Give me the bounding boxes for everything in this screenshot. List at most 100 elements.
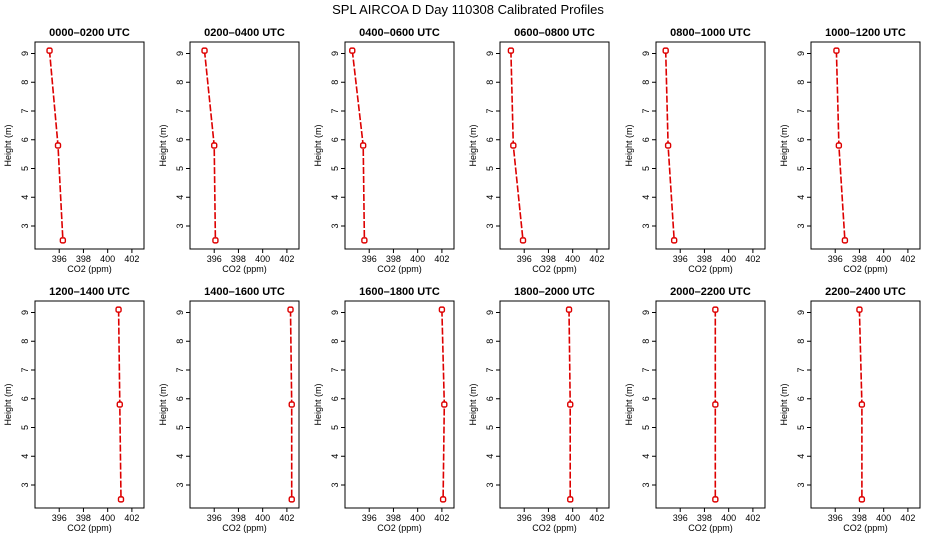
plot-frame — [655, 41, 766, 250]
y-tick-label: 3 — [796, 223, 806, 228]
panel-11: 2000–2200 UTC 396 398 400 402 3 4 5 6 7 8 9 CO2 (ppm… — [624, 286, 766, 533]
y-tick-label: 8 — [175, 80, 185, 85]
plot-frame — [499, 41, 610, 250]
y-tick-label: 8 — [175, 339, 185, 344]
y-tick-label: 9 — [641, 310, 651, 315]
data-point — [211, 142, 218, 149]
data-point — [439, 496, 447, 503]
y-tick-label: 3 — [485, 482, 495, 487]
x-tick-label: 400 — [255, 513, 270, 523]
panel-9: 1600–1800 UTC 396 398 400 402 3 4 5 6 7 8 9 CO2 (ppm… — [313, 286, 455, 533]
data-point — [670, 237, 678, 244]
x-tick-label: 400 — [721, 513, 736, 523]
x-axis-label: CO2 (ppm) — [222, 264, 267, 274]
plot-frame — [344, 300, 455, 509]
panel-title: 0600–0800 UTC — [514, 27, 595, 39]
data-point — [438, 306, 446, 313]
panel-12: 2200–2400 UTC 396 398 400 402 3 4 5 6 7 8 9 CO2 (ppm… — [779, 286, 921, 533]
y-tick-label: 3 — [641, 482, 651, 487]
y-tick-label: 6 — [485, 137, 495, 142]
data-point — [841, 237, 849, 244]
y-tick-label: 4 — [330, 454, 340, 459]
y-tick-label: 9 — [796, 310, 806, 315]
data-point — [115, 306, 122, 313]
y-tick-label: 3 — [20, 482, 30, 487]
data-point — [46, 47, 53, 54]
y-tick-label: 9 — [485, 51, 495, 56]
panel-title: 2200–2400 UTC — [825, 286, 906, 298]
y-tick-label: 5 — [796, 425, 806, 430]
x-tick-label: 402 — [900, 513, 915, 523]
y-tick-label: 8 — [330, 339, 340, 344]
data-point — [567, 401, 574, 408]
data-point — [565, 306, 573, 313]
y-tick-label: 6 — [175, 396, 185, 401]
y-tick-label: 4 — [330, 195, 340, 200]
x-tick-label: 400 — [100, 254, 115, 264]
x-tick-label: 402 — [434, 513, 449, 523]
x-tick-label: 400 — [565, 513, 580, 523]
plot-frame — [655, 300, 766, 509]
x-tick-label: 402 — [745, 254, 760, 264]
data-point — [856, 306, 863, 313]
panel-5: 0800–1000 UTC 396 398 400 402 3 4 5 6 7 8 9 CO2 (ppm… — [624, 27, 766, 274]
data-point — [662, 47, 669, 54]
y-axis-label: Height (m) — [468, 383, 478, 425]
x-axis-label: CO2 (ppm) — [843, 264, 888, 274]
y-tick-label: 4 — [641, 454, 651, 459]
y-tick-label: 8 — [20, 339, 30, 344]
y-axis-label: Height (m) — [779, 383, 789, 425]
y-tick-label: 3 — [485, 223, 495, 228]
data-point — [212, 237, 219, 244]
x-tick-label: 398 — [541, 513, 556, 523]
y-tick-label: 4 — [485, 454, 495, 459]
y-tick-label: 4 — [641, 195, 651, 200]
y-tick-label: 6 — [796, 396, 806, 401]
y-tick-label: 3 — [641, 223, 651, 228]
y-tick-label: 8 — [330, 80, 340, 85]
data-point — [359, 142, 367, 149]
x-axis-label: CO2 (ppm) — [843, 523, 888, 533]
y-tick-label: 3 — [330, 482, 340, 487]
y-tick-label: 5 — [330, 166, 340, 171]
y-tick-label: 4 — [175, 454, 185, 459]
y-tick-label: 6 — [485, 396, 495, 401]
data-point — [287, 306, 294, 313]
x-tick-label: 402 — [900, 254, 915, 264]
x-axis-label: CO2 (ppm) — [377, 264, 422, 274]
data-point — [116, 401, 123, 408]
x-tick-label: 398 — [697, 254, 712, 264]
x-tick-label: 396 — [517, 254, 532, 264]
x-tick-label: 396 — [673, 513, 688, 523]
panel-title: 0200–0400 UTC — [204, 27, 285, 39]
x-tick-label: 400 — [410, 254, 425, 264]
x-tick-label: 398 — [76, 513, 91, 523]
y-tick-label: 9 — [641, 51, 651, 56]
plot-frame — [34, 300, 145, 509]
panel-8: 1400–1600 UTC 396 398 400 402 3 4 5 6 7 8 9 CO2 (ppm… — [158, 286, 300, 533]
y-axis-label: Height (m) — [158, 124, 168, 166]
y-tick-label: 6 — [20, 137, 30, 142]
x-tick-label: 396 — [673, 254, 688, 264]
y-axis-label: Height (m) — [3, 124, 13, 166]
y-tick-label: 6 — [175, 137, 185, 142]
y-tick-label: 9 — [20, 310, 30, 315]
x-axis-label: CO2 (ppm) — [67, 264, 112, 274]
panel-4: 0600–0800 UTC 396 398 400 402 3 4 5 6 7 8 9 CO2 (ppm… — [468, 27, 610, 274]
y-tick-label: 7 — [175, 108, 185, 113]
y-axis-label: Height (m) — [313, 124, 323, 166]
y-tick-label: 8 — [485, 339, 495, 344]
panel-title: 1800–2000 UTC — [514, 286, 595, 298]
y-axis-label: Height (m) — [779, 124, 789, 166]
y-tick-label: 4 — [796, 454, 806, 459]
y-tick-label: 7 — [641, 367, 651, 372]
y-tick-label: 5 — [330, 425, 340, 430]
x-tick-label: 396 — [207, 254, 222, 264]
x-tick-label: 402 — [434, 254, 449, 264]
y-tick-label: 5 — [796, 166, 806, 171]
data-point — [288, 401, 295, 408]
data-point — [54, 142, 62, 149]
y-tick-label: 7 — [20, 367, 30, 372]
x-axis-label: CO2 (ppm) — [222, 523, 267, 533]
